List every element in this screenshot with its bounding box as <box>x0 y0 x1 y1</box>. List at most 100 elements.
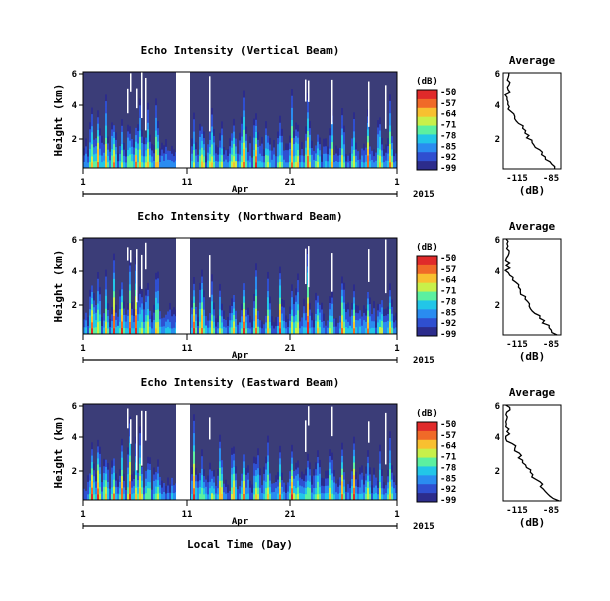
heatmap-cell <box>343 282 345 290</box>
heatmap-cell <box>207 493 209 501</box>
heatmap-cell <box>217 493 219 501</box>
heatmap-cell <box>107 136 109 144</box>
heatmap-cell <box>141 302 143 310</box>
heatmap-cell <box>103 320 105 328</box>
heatmap-cell <box>117 316 119 326</box>
heatmap-cell <box>193 487 195 495</box>
heatmap-cell <box>317 147 319 156</box>
heatmap-cell <box>329 128 331 136</box>
heatmap-cell <box>331 303 333 310</box>
colorbar-segment <box>417 264 437 275</box>
heatmap-cell <box>159 492 161 501</box>
heatmap-cell <box>339 492 341 501</box>
heatmap-cell <box>281 313 283 321</box>
heatmap-cell <box>115 480 117 488</box>
heatmap-cell <box>155 493 157 501</box>
heatmap-cell <box>167 477 169 486</box>
heatmap-cell <box>97 161 99 169</box>
heatmap-cell <box>215 492 217 501</box>
heatmap-cell <box>115 319 117 328</box>
heatmap-cell <box>129 133 131 141</box>
heatmap-cell <box>199 123 201 131</box>
heatmap-cell <box>367 450 369 457</box>
colorbar-tick: -57 <box>440 99 456 109</box>
heatmap-cell <box>171 492 173 501</box>
heatmap-cell <box>227 149 229 156</box>
heatmap-cell <box>277 493 279 501</box>
heatmap-cell <box>377 327 379 335</box>
heatmap-cell <box>307 327 309 335</box>
heatmap-cell <box>101 142 103 150</box>
heatmap-cell <box>297 155 299 163</box>
colorbar-tick: -64 <box>440 276 457 286</box>
heatmap-cell <box>199 314 201 322</box>
heatmap-cell <box>219 315 221 322</box>
heatmap-cell <box>331 141 333 149</box>
heatmap-cell <box>119 475 121 482</box>
heatmap-cell <box>139 286 141 294</box>
heatmap-cell <box>353 284 355 292</box>
heatmap-cell <box>333 493 335 501</box>
heatmap-cell <box>141 315 143 323</box>
heatmap-cell <box>119 308 121 316</box>
heatmap-cell <box>347 315 349 322</box>
heatmap-cell <box>315 468 317 476</box>
x-tick-label: 1 <box>394 344 399 354</box>
heatmap-cell <box>327 470 329 479</box>
heatmap-cell <box>97 475 99 483</box>
heatmap-cell <box>275 156 277 169</box>
heatmap-cell <box>105 327 107 335</box>
heatmap-cell <box>195 313 197 321</box>
heatmap-cell <box>353 309 355 316</box>
heatmap-cell <box>297 273 299 281</box>
heatmap-cell <box>261 327 263 335</box>
heatmap-cell <box>389 327 391 335</box>
heatmap-cell <box>379 444 381 452</box>
heatmap-cell <box>389 289 391 297</box>
colorbar-tick: -57 <box>440 431 456 441</box>
heatmap-cell <box>299 321 301 329</box>
heatmap-cell <box>353 149 355 157</box>
heatmap-cell <box>347 155 349 163</box>
heatmap-cell <box>257 132 259 140</box>
heatmap-cell <box>221 321 223 329</box>
heatmap-cell <box>143 161 145 169</box>
heatmap-cell <box>329 321 331 329</box>
heatmap-cell <box>197 487 199 495</box>
heatmap-cell <box>307 466 309 475</box>
heatmap-cell <box>123 161 125 169</box>
heatmap-cell <box>215 160 217 169</box>
heatmap-cell <box>329 455 331 463</box>
heatmap-cell <box>137 124 139 131</box>
heatmap-cell <box>105 459 107 467</box>
heatmap-cell <box>273 146 275 155</box>
heatmap-cell <box>277 131 279 139</box>
heatmap-cell <box>93 327 95 335</box>
heatmap-cell <box>247 152 249 161</box>
heatmap-cell <box>275 493 277 501</box>
heatmap-cell <box>379 319 381 328</box>
heatmap-cell <box>249 136 251 144</box>
heatmap-cell <box>267 480 269 488</box>
heatmap-cell <box>129 161 131 169</box>
heatmap-cell <box>201 327 203 335</box>
heatmap-cell <box>297 124 299 132</box>
heatmap-cell <box>329 327 331 335</box>
heatmap-cell <box>95 319 97 328</box>
heatmap-cell <box>135 493 137 501</box>
heatmap-cell <box>283 327 285 335</box>
heatmap-cell <box>239 139 241 148</box>
heatmap-cell <box>369 146 371 155</box>
heatmap-cell <box>333 475 335 483</box>
colorbar-segment <box>417 484 437 494</box>
heatmap-cell <box>233 301 235 309</box>
heatmap-cell <box>97 309 99 316</box>
heatmap-cell <box>385 160 387 169</box>
heatmap-cell <box>199 493 201 501</box>
heatmap-cell <box>273 491 275 501</box>
heatmap-cell <box>147 462 149 470</box>
heatmap-cell <box>259 481 261 488</box>
heatmap-cell <box>367 309 369 317</box>
heatmap-cell <box>285 327 287 335</box>
heatmap-cell <box>209 481 211 489</box>
